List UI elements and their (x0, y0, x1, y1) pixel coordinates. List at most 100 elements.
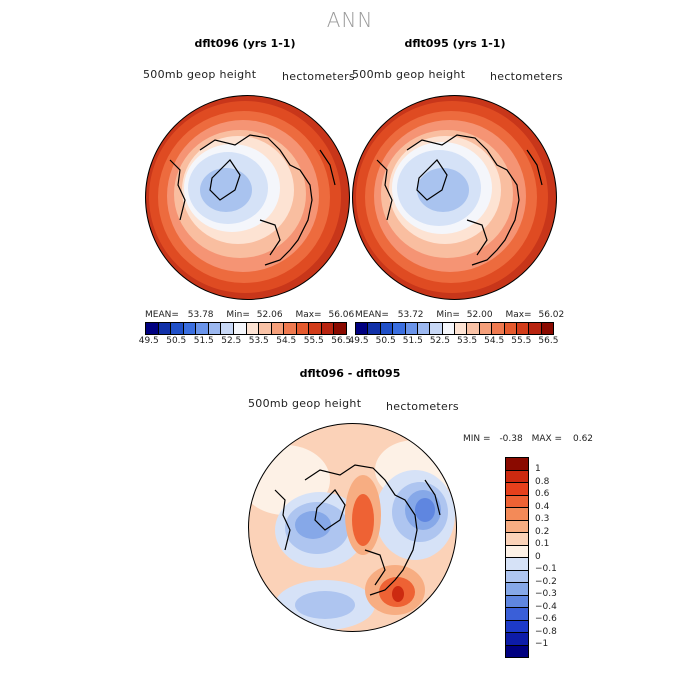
colorbar-swatch (233, 323, 247, 334)
diff-colorbar-label: 0.3 (535, 514, 550, 524)
diff-colorbar-swatch (506, 570, 528, 583)
left-units-label: hectometers (282, 70, 355, 83)
colorbar-swatch (455, 323, 468, 334)
right-variable-label: 500mb geop height (352, 68, 466, 81)
colorbar-tick-label: 55.5 (303, 336, 324, 346)
right-panel-title: dflt095 (yrs 1-1) (404, 37, 506, 50)
colorbar-swatch (271, 323, 285, 334)
colorbar-swatch (208, 323, 222, 334)
colorbar-swatch (417, 323, 431, 334)
diff-colorbar (505, 457, 529, 658)
colorbar-swatch (158, 323, 172, 334)
colorbar-swatch (479, 323, 493, 334)
colorbar-swatch (246, 323, 260, 334)
diff-colorbar-swatch (506, 620, 528, 633)
colorbar-swatch (368, 323, 381, 334)
left-mean-label: MEAN= (145, 310, 179, 320)
colorbar-tick-label: 55.5 (511, 336, 532, 346)
diff-colorbar-swatch (506, 495, 528, 508)
colorbar-tick-label: 53.5 (457, 336, 478, 346)
colorbar-swatch (221, 323, 234, 334)
right-mean-value: 53.72 (397, 310, 424, 320)
colorbar-swatch (529, 323, 542, 334)
diff-colorbar-label: −0.4 (535, 601, 557, 612)
colorbar-swatch (284, 323, 297, 334)
diff-colorbar-label: −0.1 (535, 564, 557, 574)
diff-units-label: hectometers (386, 400, 459, 413)
left-max-label: Max= (295, 310, 322, 320)
diff-colorbar-label: 0.2 (535, 526, 550, 537)
colorbar-swatch (321, 323, 335, 334)
right-max-label: Max= (505, 310, 532, 320)
right-units-label: hectometers (490, 70, 563, 83)
left-panel-title: dflt096 (yrs 1-1) (194, 37, 296, 50)
diff-max-value: 0.62 (572, 434, 594, 444)
diff-colorbar-label: 0 (535, 551, 541, 562)
left-colorbar-ticks: 49.5 50.5 51.5 52.5 53.5 54.5 55.5 56.5 (135, 336, 355, 346)
colorbar-swatch (259, 323, 272, 334)
diff-colorbar-label: −0.3 (535, 589, 557, 599)
colorbar-swatch (541, 323, 553, 334)
colorbar-tick-label: 49.5 (348, 336, 369, 346)
colorbar-tick-label: 50.5 (375, 336, 396, 346)
colorbar-tick-label: 52.5 (221, 336, 242, 346)
right-polar-map (352, 95, 557, 300)
diff-colorbar-labels: 1 0.8 0.6 0.4 0.3 0.2 0.1 0 −0.1 −0.2 −0.3 −0.4 −0.6… (535, 457, 557, 651)
right-max-value: 56.02 (538, 310, 565, 320)
colorbar-tick-label: 54.5 (484, 336, 505, 346)
diff-colorbar-label: 1 (535, 464, 541, 474)
diff-colorbar-label: −0.6 (535, 614, 557, 624)
colorbar-tick-label: 51.5 (193, 336, 214, 346)
colorbar-swatch (393, 323, 406, 334)
diff-colorbar-swatch (506, 483, 528, 496)
right-colorbar-ticks: 49.5 50.5 51.5 52.5 53.5 54.5 55.5 56.5 (345, 336, 562, 346)
diff-colorbar-swatch (506, 558, 528, 571)
diff-colorbar-label: 0.8 (535, 476, 550, 487)
diff-colorbar-label: −0.8 (535, 626, 557, 637)
diff-colorbar-swatch (506, 583, 528, 596)
right-min-label: Min= (436, 310, 460, 320)
diff-min-value: -0.38 (499, 434, 523, 444)
left-stats: MEAN= 53.78 Min= 52.06 Max= 56.06 (145, 310, 354, 320)
left-colorbar (145, 322, 347, 335)
colorbar-swatch (309, 323, 322, 334)
diff-colorbar-swatch (506, 508, 528, 521)
left-min-value: 52.06 (256, 310, 283, 320)
diff-colorbar-swatch (506, 470, 528, 483)
colorbar-swatch (171, 323, 184, 334)
diff-colorbar-swatch (506, 645, 528, 657)
colorbar-swatch (516, 323, 530, 334)
colorbar-tick-label: 56.5 (331, 336, 352, 346)
colorbar-swatch (430, 323, 443, 334)
colorbar-swatch (183, 323, 197, 334)
colorbar-swatch (196, 323, 209, 334)
colorbar-swatch (492, 323, 505, 334)
left-variable-label: 500mb geop height (143, 68, 257, 81)
diff-max-label: MAX = (531, 434, 563, 444)
diff-colorbar-label: −0.2 (535, 576, 557, 587)
colorbar-swatch (356, 323, 369, 334)
colorbar-tick-label: 49.5 (138, 336, 159, 346)
colorbar-swatch (504, 323, 517, 334)
left-polar-map (145, 95, 350, 300)
diff-colorbar-swatch (506, 533, 528, 546)
diff-min-label: MIN = (463, 434, 491, 444)
colorbar-tick-label: 53.5 (248, 336, 269, 346)
colorbar-swatch (334, 323, 346, 334)
diff-colorbar-swatch (506, 633, 528, 646)
right-mean-label: MEAN= (355, 310, 389, 320)
diff-colorbar-swatch (506, 595, 528, 608)
colorbar-tick-label: 54.5 (276, 336, 297, 346)
right-stats: MEAN= 53.72 Min= 52.00 Max= 56.02 (355, 310, 564, 320)
colorbar-swatch (467, 323, 480, 334)
diff-colorbar-label: 0.4 (535, 501, 550, 512)
colorbar-swatch (146, 323, 159, 334)
diff-colorbar-swatch (506, 545, 528, 558)
diff-polar-map (248, 423, 457, 632)
colorbar-swatch (380, 323, 394, 334)
diff-colorbar-swatch (506, 608, 528, 621)
diff-colorbar-label: −1 (535, 639, 549, 649)
diff-colorbar-label: 0.1 (535, 539, 550, 549)
colorbar-tick-label: 51.5 (402, 336, 423, 346)
colorbar-tick-label: 52.5 (429, 336, 450, 346)
